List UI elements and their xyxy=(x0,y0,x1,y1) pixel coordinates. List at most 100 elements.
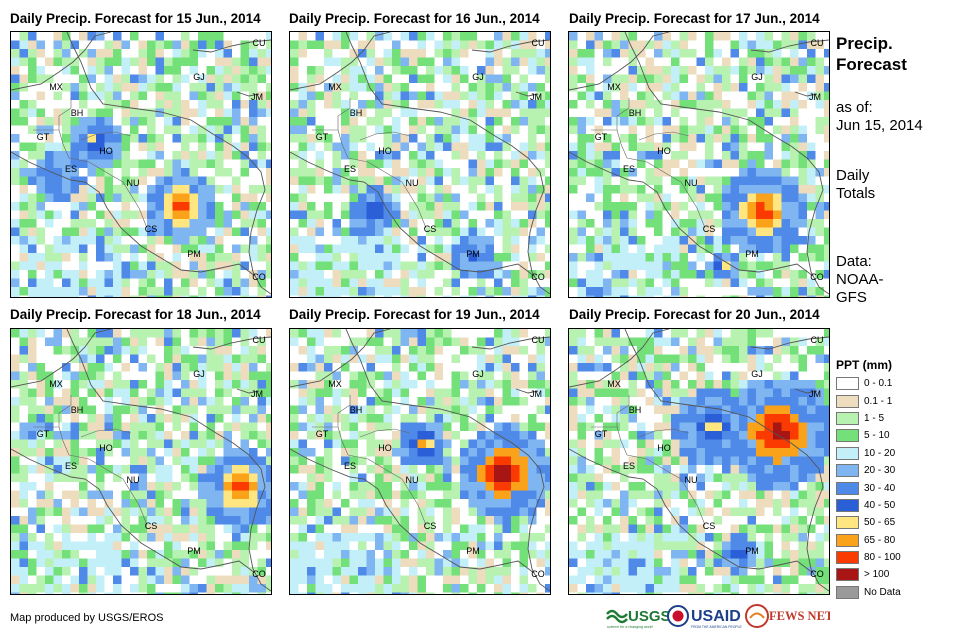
precip-cell xyxy=(138,100,148,109)
precip-cell xyxy=(519,74,529,84)
precip-cell xyxy=(307,244,316,254)
precip-cell xyxy=(198,142,207,152)
precip-cell xyxy=(290,448,299,457)
precip-cell xyxy=(375,100,384,109)
precip-cell xyxy=(485,244,495,254)
precip-cell xyxy=(468,49,478,58)
precip-cell xyxy=(383,295,393,297)
precip-cell xyxy=(257,202,267,211)
precip-cell xyxy=(341,371,350,381)
precip-cell xyxy=(824,261,829,271)
precip-cell xyxy=(189,524,199,534)
precip-cell xyxy=(215,516,224,525)
precip-cell xyxy=(781,74,791,84)
precip-cell xyxy=(147,524,156,534)
precip-cell xyxy=(147,49,156,58)
precip-cell xyxy=(443,380,452,389)
precip-cell xyxy=(28,261,37,271)
precip-cell xyxy=(773,236,782,245)
precip-cell xyxy=(172,270,182,279)
precip-cell xyxy=(528,210,537,220)
precip-cell xyxy=(671,108,680,118)
precip-cell xyxy=(713,49,723,58)
precip-cell xyxy=(79,354,88,364)
precip-cell xyxy=(662,202,672,211)
precip-cell xyxy=(62,405,71,415)
precip-cell xyxy=(519,295,529,297)
precip-cell xyxy=(781,236,791,245)
precip-cell xyxy=(307,388,316,398)
precip-cell xyxy=(409,219,418,228)
precip-cell xyxy=(511,380,520,389)
place-label-mx: MX xyxy=(49,379,63,389)
precip-cell xyxy=(62,388,71,398)
precip-cell xyxy=(451,414,461,423)
precip-cell xyxy=(400,253,410,262)
precip-cell xyxy=(409,507,418,517)
precip-cell xyxy=(400,278,410,288)
precip-cell xyxy=(332,176,342,186)
precip-cell xyxy=(798,236,808,245)
precip-cell xyxy=(130,219,139,228)
precip-cell xyxy=(147,516,156,525)
precip-cell xyxy=(79,91,88,101)
precip-cell xyxy=(298,448,308,457)
precip-cell xyxy=(164,388,173,398)
precip-cell xyxy=(417,66,427,75)
precip-cell xyxy=(696,253,706,262)
precip-cell xyxy=(266,533,271,542)
precip-cell xyxy=(756,100,765,109)
precip-cell xyxy=(366,125,376,135)
precip-cell xyxy=(400,83,410,92)
precip-cell xyxy=(628,253,638,262)
precip-cell xyxy=(298,151,308,160)
precip-cell xyxy=(400,439,410,449)
precip-cell xyxy=(366,66,376,75)
precip-cell xyxy=(332,524,342,534)
precip-cell xyxy=(36,431,46,440)
precip-cell xyxy=(87,397,97,406)
precip-cell xyxy=(536,456,546,466)
precip-cell xyxy=(266,507,271,517)
precip-cell xyxy=(637,244,646,254)
precip-cell xyxy=(722,57,731,67)
precip-cell xyxy=(392,295,401,297)
precip-cell xyxy=(249,550,258,559)
precip-cell xyxy=(232,482,241,491)
precip-cell xyxy=(96,422,105,432)
precip-cell xyxy=(198,32,207,41)
precip-cell xyxy=(460,66,469,75)
precip-cell xyxy=(773,57,782,67)
precip-cell xyxy=(147,287,156,296)
precip-cell xyxy=(426,439,435,449)
precip-cell xyxy=(113,354,122,364)
precip-cell xyxy=(298,346,308,355)
precip-cell xyxy=(485,482,495,491)
precip-cell xyxy=(451,40,461,50)
precip-cell xyxy=(400,168,410,177)
precip-cell xyxy=(528,168,537,177)
precip-cell xyxy=(528,185,537,194)
precip-cell xyxy=(460,516,469,525)
precip-cell xyxy=(315,253,325,262)
precip-cell xyxy=(671,91,680,101)
precip-cell xyxy=(155,388,165,398)
precip-cell xyxy=(451,108,461,118)
precip-cell xyxy=(53,57,63,67)
precip-cell xyxy=(528,125,537,135)
precip-cell xyxy=(138,473,148,483)
precip-cell xyxy=(477,405,486,415)
precip-cell xyxy=(375,346,384,355)
precip-cell xyxy=(341,100,350,109)
precip-cell xyxy=(739,210,748,220)
precip-cell xyxy=(28,371,37,381)
precip-cell xyxy=(45,558,54,568)
precip-cell xyxy=(113,346,122,355)
precip-cell xyxy=(611,151,621,160)
precip-cell xyxy=(104,422,114,432)
precip-cell xyxy=(130,159,139,169)
precip-cell xyxy=(594,108,604,118)
precip-cell xyxy=(45,567,54,576)
precip-cell xyxy=(747,91,757,101)
coastline xyxy=(345,32,550,295)
